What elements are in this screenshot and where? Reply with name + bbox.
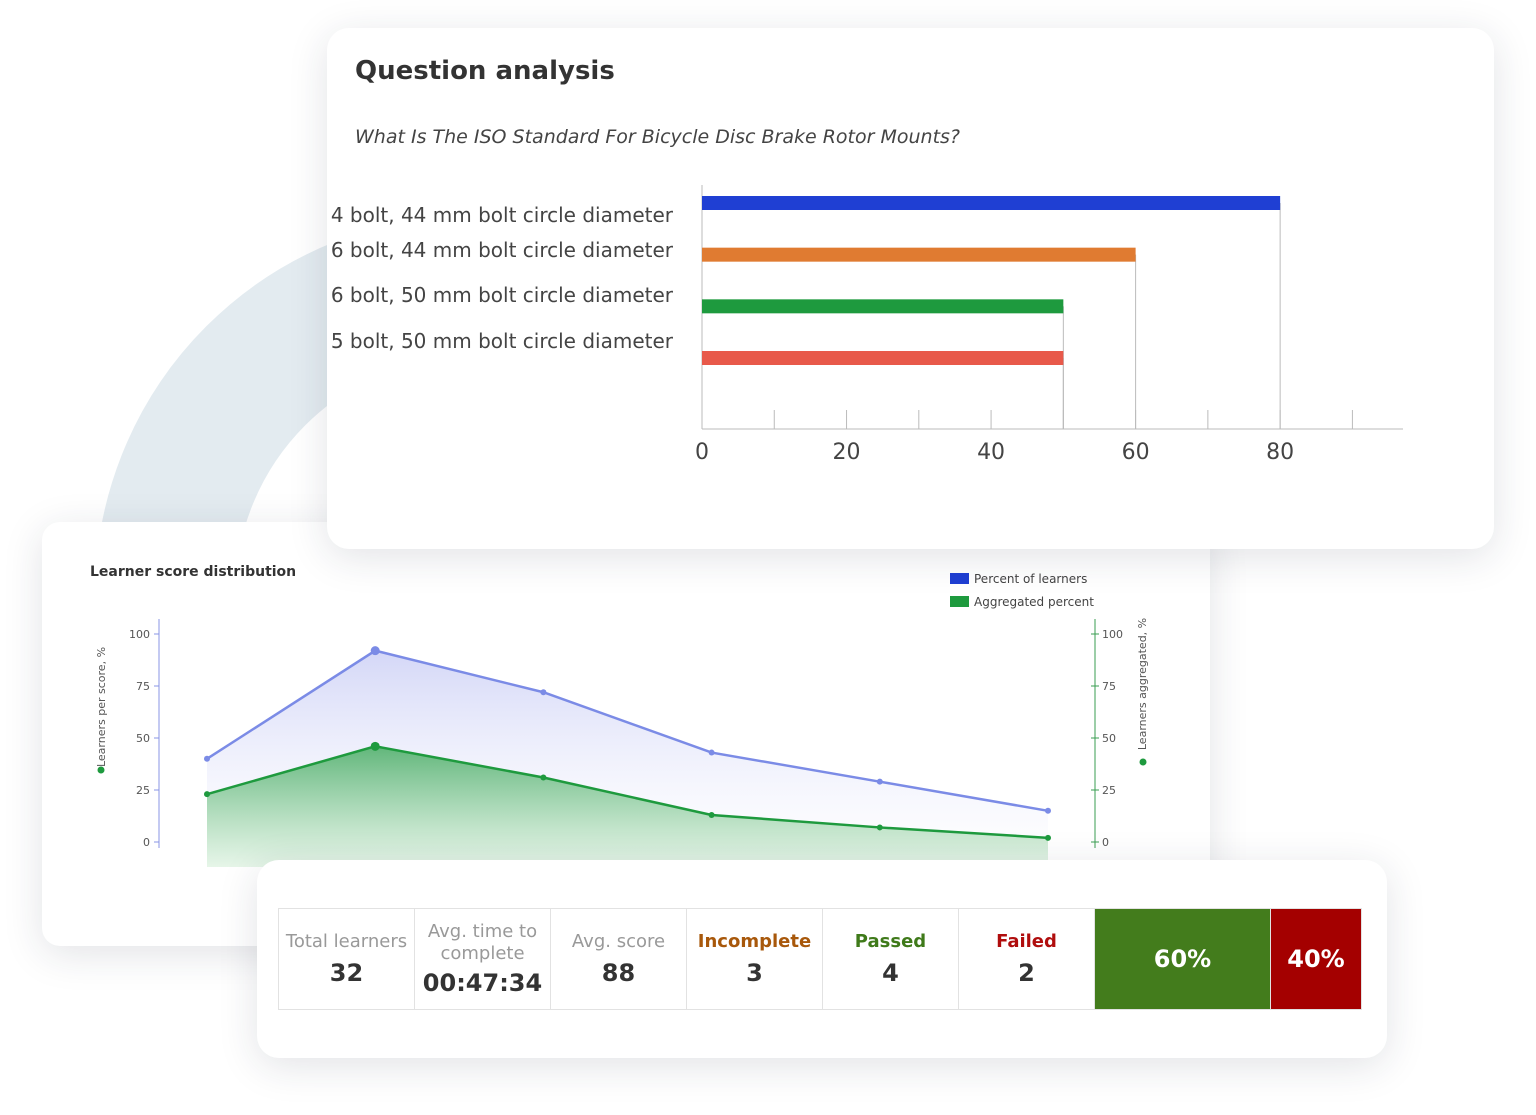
aggregated-series-line	[206, 745, 1049, 840]
aggregated-point	[540, 774, 547, 781]
left-tick-label: 100	[129, 628, 150, 641]
percent-point	[540, 689, 547, 696]
left-tick-label: 25	[136, 784, 150, 797]
stat-label: Total learners	[285, 931, 408, 952]
category-label: 5 bolt, 50 mm bolt circle diameter	[331, 329, 674, 353]
percent-point	[204, 755, 210, 762]
score-distribution-chart: 0 25 50 75 100 0 25 50 75 100 Learners per score, …	[95, 618, 1149, 867]
right-tick-label: 0	[1102, 836, 1109, 849]
stat-value: 88	[601, 959, 636, 987]
bar-4	[702, 351, 1064, 365]
right-tick-label: 100	[1102, 628, 1123, 641]
stat-label: Passed	[854, 931, 927, 952]
stat-total-learners: Total learners 32	[278, 908, 415, 1010]
aggregated-point	[1045, 834, 1051, 841]
aggregated-area-fill	[207, 746, 1048, 867]
legend-item-aggregated[interactable]: Aggregated percent	[950, 590, 1094, 613]
stat-value: 3	[746, 959, 763, 987]
left-tick-label: 0	[143, 836, 150, 849]
left-axis-dot	[97, 766, 105, 774]
x-tick-label: 80	[1266, 440, 1294, 465]
x-tick-label: 60	[1122, 440, 1150, 465]
stat-label: Avg. time to complete	[427, 921, 538, 964]
fail-percentage: 40%	[1270, 908, 1362, 1010]
answer-bar-chart: 0 20 40 60 80 4 bolt, 44 mm bolt circle diame…	[331, 185, 1403, 465]
left-tick-label: 75	[136, 680, 150, 693]
legend-label: Percent of learners	[974, 571, 1088, 586]
left-axis-title: Learners per score, %	[95, 647, 108, 767]
category-label: 4 bolt, 44 mm bolt circle diameter	[331, 203, 674, 227]
stat-value: 2	[1018, 959, 1035, 987]
pass-percentage: 60%	[1094, 908, 1271, 1010]
stat-value: 00:47:34	[422, 969, 543, 997]
percent-point	[708, 749, 715, 756]
stat-label: Avg. score	[571, 931, 666, 952]
stat-passed[interactable]: Passed 4	[822, 908, 959, 1010]
stats-table: Total learners 32 Avg. time to complete …	[278, 908, 1362, 1010]
bar-2	[702, 247, 1136, 262]
x-tick-label: 20	[833, 440, 861, 465]
distribution-title: Learner score distribution	[90, 564, 297, 580]
legend-label: Aggregated percent	[974, 594, 1094, 609]
stat-avg-score: Avg. score 88	[550, 908, 687, 1010]
chart-legend: Percent of learners Aggregated percent	[950, 567, 1094, 613]
bar-1	[702, 196, 1281, 210]
legend-swatch-green	[950, 596, 969, 607]
x-tick-label: 0	[695, 440, 709, 465]
left-tick-label: 50	[136, 732, 150, 745]
right-tick-label: 25	[1102, 784, 1116, 797]
aggregated-point	[876, 824, 883, 831]
stat-incomplete[interactable]: Incomplete 3	[686, 908, 823, 1010]
stat-value: 32	[329, 959, 364, 987]
category-label: 6 bolt, 50 mm bolt circle diameter	[331, 283, 674, 307]
stat-failed[interactable]: Failed 2	[958, 908, 1095, 1010]
question-analysis-card: Question analysis What Is The ISO Standa…	[327, 28, 1494, 549]
right-tick-label: 50	[1102, 732, 1116, 745]
right-axis-dot	[1139, 758, 1147, 766]
stat-label: Incomplete	[697, 931, 812, 952]
x-tick-label: 40	[977, 440, 1005, 465]
bar-3	[702, 299, 1064, 314]
right-axis-title: Learners aggregated, %	[1136, 618, 1149, 750]
right-tick-label: 75	[1102, 680, 1116, 693]
percent-point	[876, 778, 883, 785]
legend-item-percent[interactable]: Percent of learners	[950, 567, 1094, 590]
aggregated-point	[204, 791, 210, 798]
stat-label: Failed	[996, 931, 1057, 952]
question-analysis-title: Question analysis	[355, 56, 615, 86]
question-text: What Is The ISO Standard For Bicycle Dis…	[355, 126, 961, 148]
aggregated-point	[708, 811, 715, 818]
stat-value: 4	[882, 959, 899, 987]
percent-point	[370, 646, 380, 656]
stat-avg-time: Avg. time to complete 00:47:34	[414, 908, 551, 1010]
percent-series-line	[206, 649, 1049, 813]
aggregated-point	[370, 741, 380, 751]
stats-summary-card: Total learners 32 Avg. time to complete …	[257, 860, 1387, 1058]
category-label: 6 bolt, 44 mm bolt circle diameter	[331, 238, 674, 262]
legend-swatch-blue	[950, 573, 969, 584]
percent-point	[1045, 807, 1051, 814]
